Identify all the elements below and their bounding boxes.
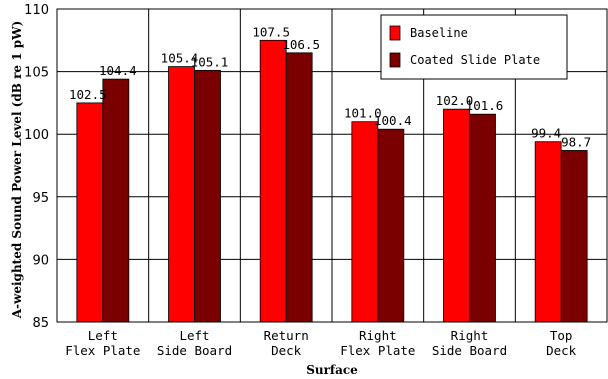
y-tick-label: 85 <box>32 316 49 331</box>
x-category-label: Left <box>179 328 209 343</box>
y-axis-label: A-weighted Sound Power Level (dB re 1 pW… <box>10 21 24 320</box>
bar-coated-2 <box>285 52 313 323</box>
data-label: 99.4 <box>531 126 561 141</box>
bar-baseline-1 <box>168 66 195 323</box>
legend-box <box>380 14 568 80</box>
data-label: 100.4 <box>374 113 412 128</box>
x-category-label: Right <box>451 328 489 343</box>
legend: Baseline Coated Slide Plate <box>380 14 568 80</box>
x-category-label: Side Board <box>432 343 507 358</box>
bar-baseline-0 <box>76 102 104 323</box>
data-label: 104.4 <box>99 63 137 78</box>
y-tick-label: 110 <box>24 3 49 18</box>
y-tick-label: 100 <box>24 128 49 143</box>
data-label: 101.6 <box>466 98 504 113</box>
x-category-label: Deck <box>271 343 302 358</box>
x-category-label: Top <box>550 328 573 343</box>
legend-swatch <box>389 52 401 68</box>
bar-coated-0 <box>102 78 130 323</box>
data-label: 101.0 <box>344 106 382 121</box>
x-axis-label: Surface <box>306 363 358 377</box>
x-category-label: Side Board <box>157 343 232 358</box>
bar-coated-5 <box>560 150 588 323</box>
x-category-label: Deck <box>546 343 577 358</box>
data-label: 107.5 <box>252 24 290 39</box>
plot-frame <box>56 8 608 323</box>
data-label: 98.7 <box>561 134 591 149</box>
data-label: 105.4 <box>161 51 199 66</box>
legend-label: Coated Slide Plate <box>410 53 540 67</box>
y-axis-ticks: 85 90 95 100 105 110 <box>24 3 49 331</box>
legend-swatch <box>389 25 401 41</box>
grid-lines <box>57 8 607 323</box>
bar-baseline-4 <box>443 108 470 323</box>
data-label: 105.1 <box>191 54 229 69</box>
x-category-label: Right <box>359 328 397 343</box>
data-label: 102.0 <box>436 93 474 108</box>
y-tick-label: 90 <box>32 253 49 268</box>
bar-coated-3 <box>377 128 405 323</box>
x-category-label: Left <box>88 328 118 343</box>
x-category-label: Return <box>264 328 309 343</box>
y-tick-label: 105 <box>24 66 49 81</box>
x-category-label: Flex Plate <box>65 343 140 358</box>
y-tick-label: 95 <box>32 191 49 206</box>
legend-label: Baseline <box>410 26 468 40</box>
bar-baseline-3 <box>351 121 379 323</box>
bar-baseline-5 <box>534 141 562 323</box>
bar-coated-1 <box>194 69 221 323</box>
data-label: 106.5 <box>282 37 320 52</box>
bar-baseline-2 <box>259 39 287 323</box>
data-label: 102.5 <box>69 87 107 102</box>
x-category-label: Flex Plate <box>340 343 415 358</box>
bar-coated-4 <box>469 113 496 323</box>
bars <box>76 39 588 323</box>
